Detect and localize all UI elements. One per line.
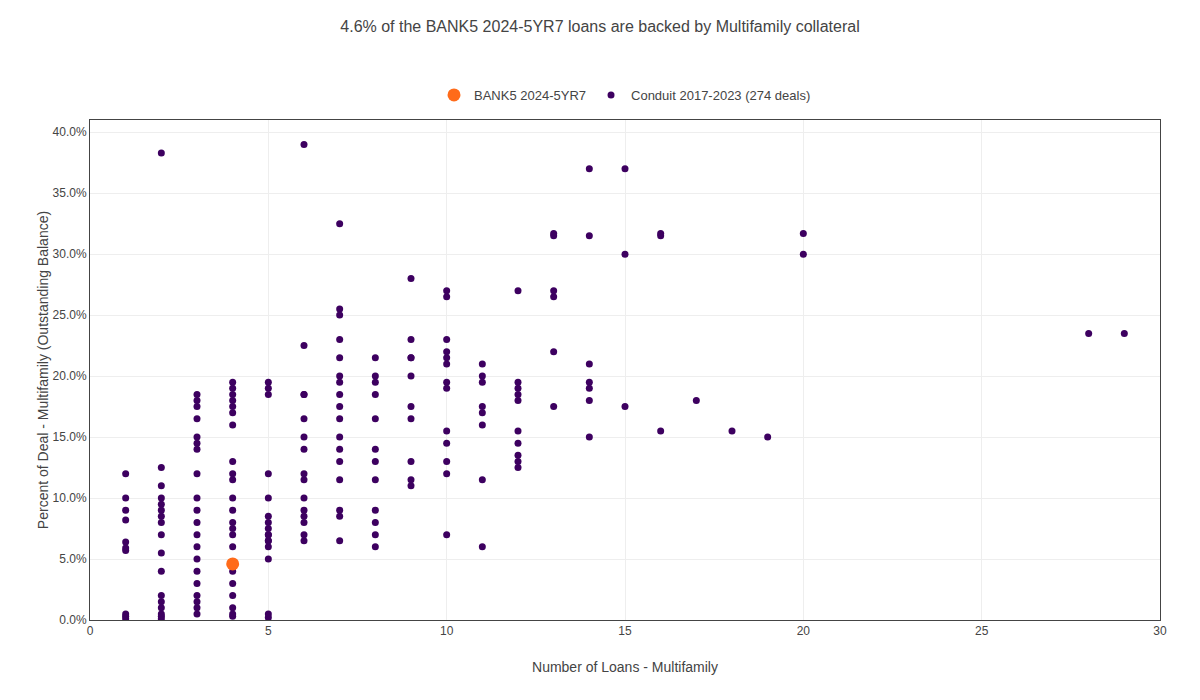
svg-text:25: 25 [975,624,989,638]
svg-text:15: 15 [618,624,632,638]
svg-text:40.0%: 40.0% [53,125,87,139]
svg-text:25.0%: 25.0% [53,308,87,322]
svg-text:20.0%: 20.0% [53,369,87,383]
svg-text:4.6% of the BANK5 2024-5YR7 lo: 4.6% of the BANK5 2024-5YR7 loans are ba… [340,18,859,35]
svg-text:0: 0 [87,624,94,638]
svg-text:10: 10 [440,624,454,638]
svg-text:Conduit 2017-2023 (274 deals): Conduit 2017-2023 (274 deals) [631,88,810,103]
svg-text:5: 5 [265,624,272,638]
svg-text:30.0%: 30.0% [53,247,87,261]
svg-text:20: 20 [797,624,811,638]
svg-text:35.0%: 35.0% [53,186,87,200]
svg-text:Number of Loans - Multifamily: Number of Loans - Multifamily [532,659,718,675]
svg-text:30: 30 [1153,624,1167,638]
svg-text:BANK5 2024-5YR7: BANK5 2024-5YR7 [474,88,586,103]
svg-text:0.0%: 0.0% [59,613,87,627]
svg-text:15.0%: 15.0% [53,430,87,444]
svg-text:10.0%: 10.0% [53,491,87,505]
svg-text:Percent of Deal - Multifamily: Percent of Deal - Multifamily (Outstandi… [35,211,51,529]
svg-text:5.0%: 5.0% [59,552,87,566]
